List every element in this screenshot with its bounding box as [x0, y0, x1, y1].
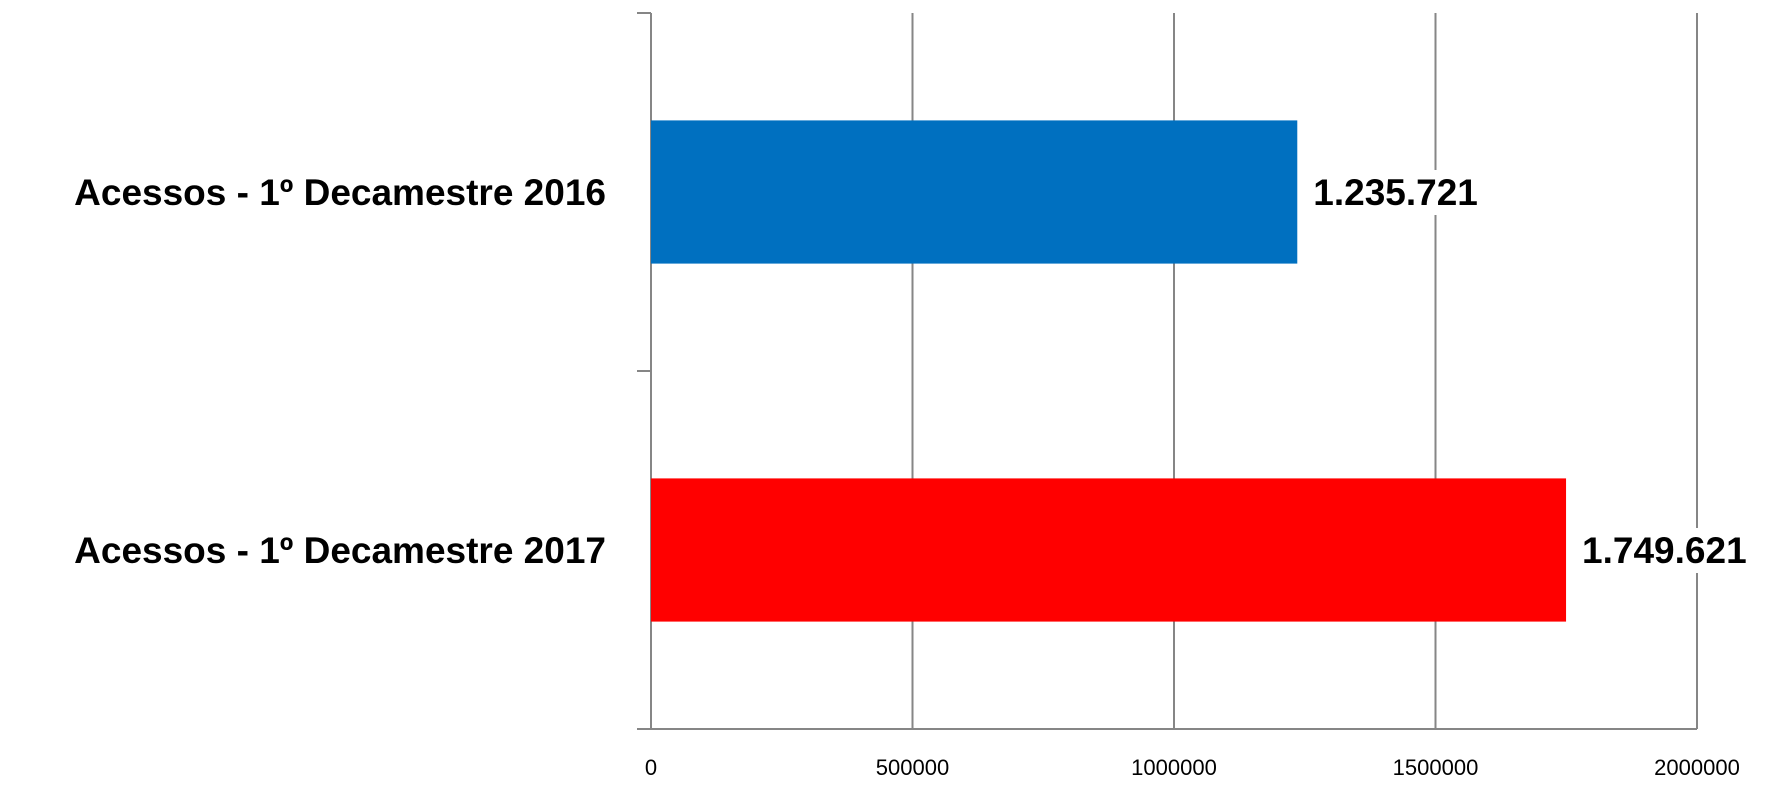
bar-1 [651, 478, 1567, 622]
x-tick-label-2: 1000000 [1131, 755, 1217, 780]
data-label-background-1 [1578, 528, 1751, 573]
data-label-background-0 [1309, 170, 1482, 215]
x-tick-label-3: 1500000 [1393, 755, 1479, 780]
bar-0 [651, 120, 1298, 264]
x-tick-label-1: 500000 [876, 755, 949, 780]
category-label-1: Acessos - 1º Decamestre 2017 [74, 530, 606, 571]
x-tick-label-4: 2000000 [1654, 755, 1740, 780]
bars [651, 120, 1567, 622]
data-label-1: 1.749.621 [1582, 530, 1747, 571]
data-label-0: 1.235.721 [1313, 172, 1478, 213]
x-tick-label-0: 0 [645, 755, 657, 780]
labels: 0 500000 1000000 1500000 2000000 Acessos - 1º… [74, 170, 1751, 780]
category-label-0: Acessos - 1º Decamestre 2016 [74, 172, 606, 213]
